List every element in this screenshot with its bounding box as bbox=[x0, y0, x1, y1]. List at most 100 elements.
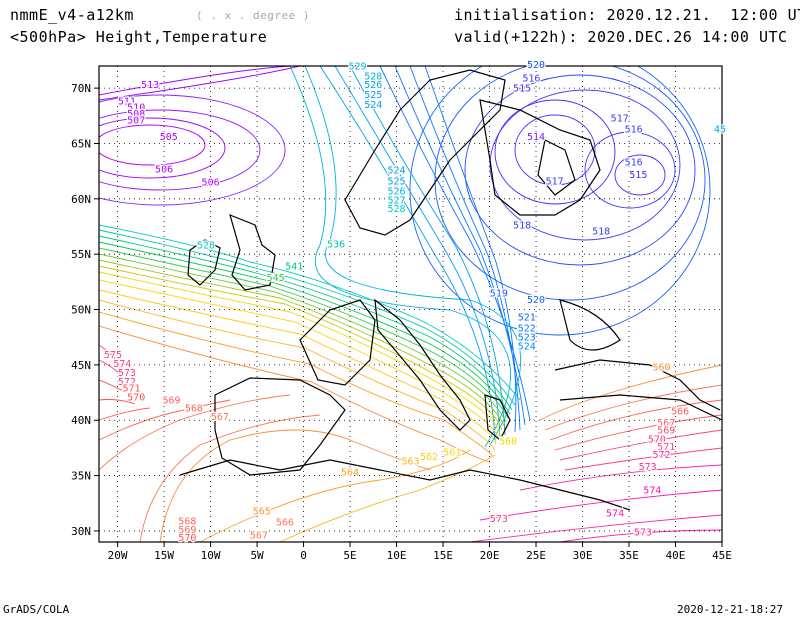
contour-label: 506 bbox=[202, 178, 220, 189]
level-label: <500hPa> Height,Temperature bbox=[10, 28, 268, 46]
footer-timestamp: 2020-12-21-18:27 bbox=[677, 603, 783, 616]
contour-label: 517 bbox=[546, 176, 564, 187]
lon-tick-label: 25E bbox=[526, 549, 546, 562]
contour-label: 574 bbox=[606, 509, 624, 520]
contour-label: 570 bbox=[178, 533, 196, 544]
lon-tick-label: 40E bbox=[666, 549, 686, 562]
axis-ticks: 20W 15W 10W 5W 0 5E 10E 15E 20E 25E 30E 35E 40E 45E 70… bbox=[71, 82, 732, 562]
contour-label: 520 bbox=[527, 295, 545, 306]
contour-label: 508 bbox=[127, 109, 145, 120]
contour-label: 515 bbox=[513, 83, 531, 94]
contour-label: 45 bbox=[714, 124, 726, 135]
init-time: initialisation: 2020.12.21. 12:00 UTC bbox=[454, 6, 800, 24]
contour-label: 545 bbox=[267, 273, 285, 284]
lon-tick-label: 15W bbox=[154, 549, 174, 562]
contour-label: 569 bbox=[162, 396, 180, 407]
valid-time: valid(+122h): 2020.DEC.26 14:00 UTC bbox=[454, 28, 788, 46]
lon-tick-label: 10E bbox=[387, 549, 407, 562]
contour-label: 518 bbox=[592, 226, 610, 237]
contour-label: 523 bbox=[518, 333, 536, 344]
contour-label: 521 bbox=[518, 313, 536, 324]
contour-label: 505 bbox=[160, 132, 178, 143]
contour-label: 563 bbox=[401, 457, 419, 468]
lon-tick-label: 5E bbox=[343, 549, 356, 562]
contour-label: 568 bbox=[185, 403, 203, 414]
contour-label: 570 bbox=[127, 392, 145, 403]
lat-tick-label: 65N bbox=[71, 137, 91, 150]
contour-label: 526 bbox=[364, 80, 382, 91]
contour-label: 562 bbox=[420, 452, 438, 463]
contour-label: 573 bbox=[490, 514, 508, 525]
lon-tick-label: 10W bbox=[201, 549, 221, 562]
contour-label: 518 bbox=[513, 221, 531, 232]
lon-tick-label: 30E bbox=[573, 549, 593, 562]
contour-label: 513 bbox=[141, 80, 159, 91]
contour-label: 566 bbox=[276, 517, 294, 528]
contour-label: 569 bbox=[178, 525, 196, 536]
contour-label: 525 bbox=[364, 90, 382, 101]
lat-tick-label: 30N bbox=[71, 525, 91, 538]
contour-label: 506 bbox=[155, 164, 173, 175]
contour-label: 519 bbox=[490, 288, 508, 299]
contour-label: 526 bbox=[388, 186, 406, 197]
contour-label: 528 bbox=[364, 71, 382, 82]
lat-tick-label: 70N bbox=[71, 82, 91, 95]
lon-tick-label: 5W bbox=[250, 549, 264, 562]
contour-label: 524 bbox=[364, 100, 382, 111]
contour-label: 507 bbox=[127, 116, 145, 127]
contour-label: 528 bbox=[197, 241, 215, 252]
contour-label: 574 bbox=[113, 359, 131, 370]
lat-tick-label: 50N bbox=[71, 304, 91, 317]
lon-tick-label: 35E bbox=[619, 549, 639, 562]
contour-label: 567 bbox=[657, 418, 675, 429]
contour-label: 561 bbox=[443, 448, 461, 459]
contour-label: 568 bbox=[178, 516, 196, 527]
contour-label: 565 bbox=[253, 506, 271, 517]
contour-label: 536 bbox=[327, 240, 345, 251]
lon-tick-label: 20E bbox=[480, 549, 500, 562]
contour-label: 572 bbox=[653, 450, 671, 461]
lat-tick-label: 45N bbox=[71, 359, 91, 372]
contour-label: 510 bbox=[127, 102, 145, 113]
contour-label: 567 bbox=[250, 531, 268, 542]
contour-label: 528 bbox=[388, 204, 406, 215]
contour-label: 524 bbox=[388, 165, 406, 176]
contour-label: 511 bbox=[118, 97, 136, 108]
lon-tick-label: 20W bbox=[108, 549, 128, 562]
contour-label: 573 bbox=[634, 527, 652, 538]
contour-label: 524 bbox=[518, 341, 536, 352]
contour-label: 514 bbox=[527, 132, 545, 143]
contour-label: 516 bbox=[522, 73, 540, 84]
graticule bbox=[99, 66, 722, 542]
contour-field bbox=[99, 66, 722, 542]
contour-label: 527 bbox=[388, 195, 406, 206]
contour-label: 567 bbox=[211, 412, 229, 423]
footer-software: GrADS/COLA bbox=[3, 603, 70, 616]
contour-label: 522 bbox=[518, 324, 536, 335]
contour-label: 520 bbox=[527, 60, 545, 71]
contour-label: 566 bbox=[671, 407, 689, 418]
contour-label: 516 bbox=[625, 158, 643, 169]
lon-tick-label: 45E bbox=[712, 549, 732, 562]
contour-label: 515 bbox=[629, 170, 647, 181]
lat-tick-label: 55N bbox=[71, 248, 91, 261]
contour-label: 564 bbox=[341, 468, 359, 479]
contour-label: 573 bbox=[118, 368, 136, 379]
contour-label: 571 bbox=[123, 383, 141, 394]
contour-label: 571 bbox=[657, 442, 675, 453]
lat-tick-label: 35N bbox=[71, 470, 91, 483]
contour-label: 560 bbox=[499, 437, 517, 448]
units-label: ( . x . degree ) bbox=[196, 9, 310, 22]
contour-label: 572 bbox=[118, 377, 136, 388]
contour-labels: 5135115105085075055065065285295285265255… bbox=[103, 59, 728, 545]
contour-label: 574 bbox=[643, 485, 661, 496]
contour-label: 573 bbox=[639, 462, 657, 473]
coastlines bbox=[179, 69, 722, 511]
contour-label: 529 bbox=[348, 61, 366, 72]
model-name: nmmE_v4-a12km bbox=[10, 6, 134, 24]
contour-label: 541 bbox=[285, 262, 303, 273]
map-frame bbox=[98, 65, 723, 543]
contour-label: 517 bbox=[611, 113, 629, 124]
contour-label: 570 bbox=[648, 434, 666, 445]
